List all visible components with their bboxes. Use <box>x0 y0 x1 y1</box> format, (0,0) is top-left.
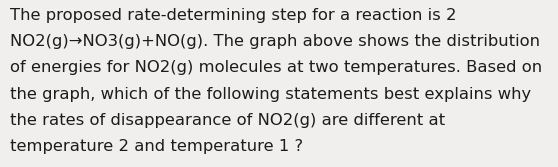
Text: the graph, which of the following statements best explains why: the graph, which of the following statem… <box>10 87 531 102</box>
Text: the rates of disappearance of NO2(g) are different at: the rates of disappearance of NO2(g) are… <box>10 113 445 128</box>
Text: of energies for NO2(g) molecules at two temperatures. Based on: of energies for NO2(g) molecules at two … <box>10 60 542 75</box>
Text: NO2(g)→NO3(g)+NO(g). The graph above shows the distribution: NO2(g)→NO3(g)+NO(g). The graph above sho… <box>10 34 540 49</box>
Text: temperature 2 and temperature 1 ?: temperature 2 and temperature 1 ? <box>10 139 303 154</box>
Text: The proposed rate-determining step for a reaction is 2: The proposed rate-determining step for a… <box>10 8 456 23</box>
